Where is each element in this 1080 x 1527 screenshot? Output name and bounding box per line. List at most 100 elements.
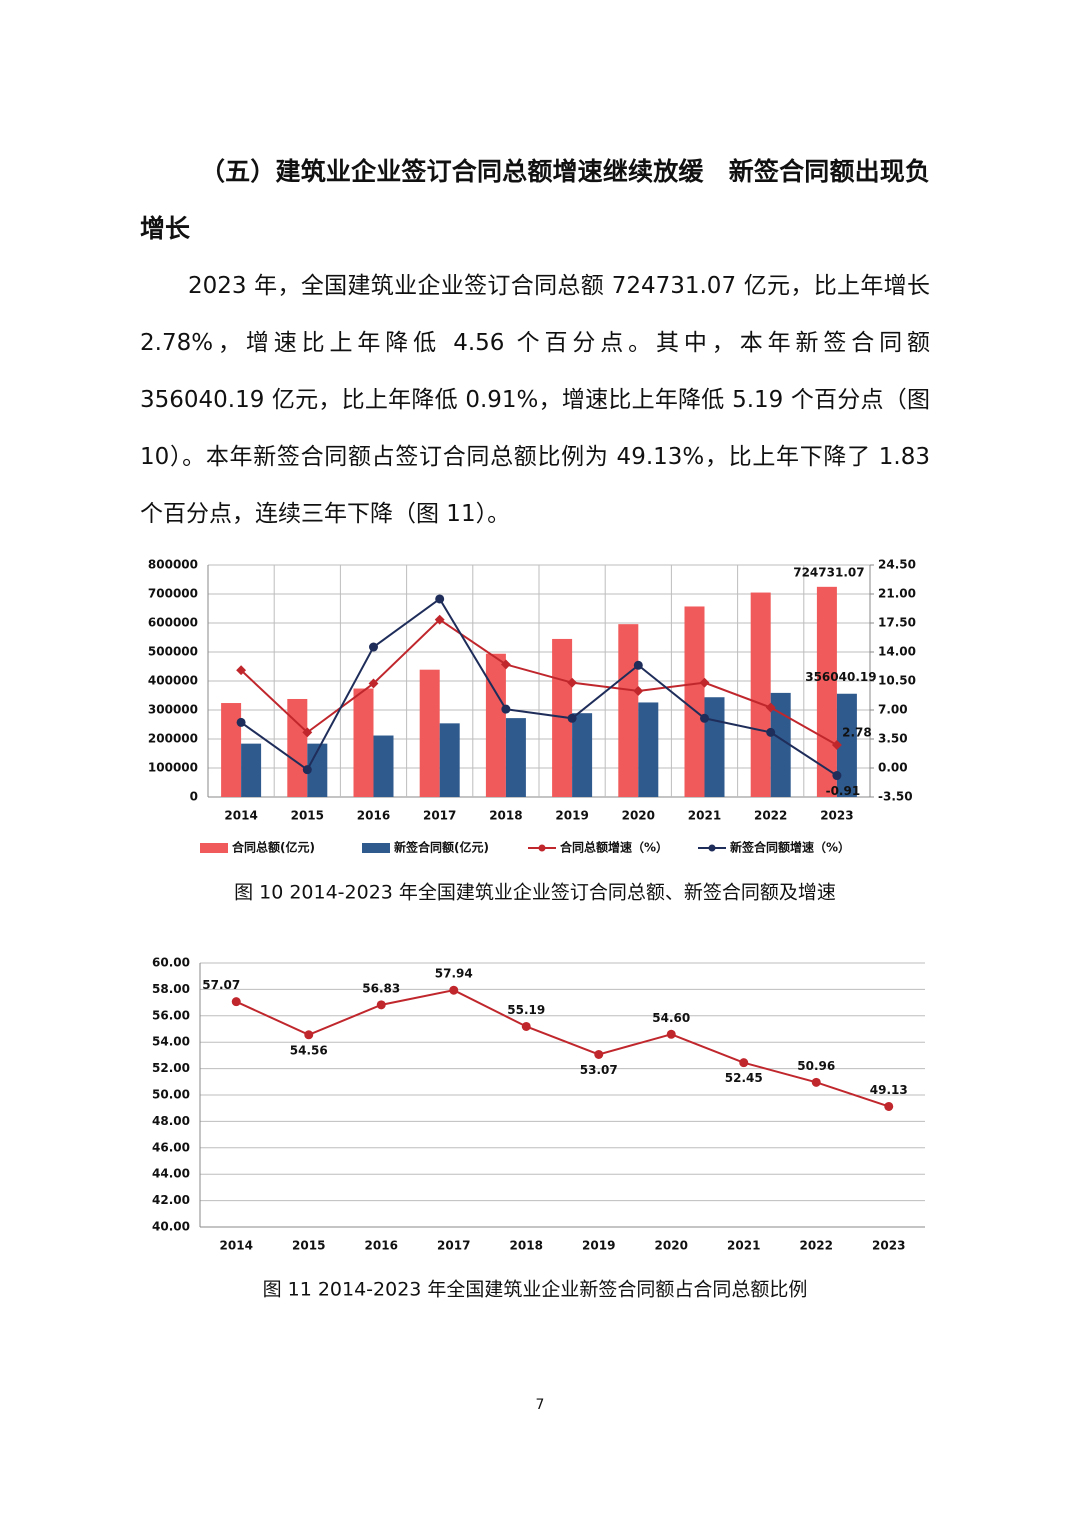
marker xyxy=(811,1077,821,1087)
x-tick-label: 2020 xyxy=(655,1239,688,1253)
y2-tick-label: 3.50 xyxy=(878,732,908,746)
bar xyxy=(373,735,394,797)
y2-tick-label: 24.50 xyxy=(878,558,916,572)
marker xyxy=(304,1030,314,1040)
marker xyxy=(884,1101,894,1111)
data-label: 52.45 xyxy=(725,1071,763,1085)
y-tick-label: 60.00 xyxy=(152,956,190,970)
marker xyxy=(236,717,246,727)
x-tick-label: 2015 xyxy=(292,1239,325,1253)
data-label: 57.07 xyxy=(202,978,240,992)
paragraph: 2023 年，全国建筑业企业签订合同总额 724731.07 亿元，比上年增长 … xyxy=(140,273,930,527)
legend-swatch xyxy=(200,843,228,853)
marker xyxy=(831,740,842,750)
bar xyxy=(816,586,837,797)
marker xyxy=(521,1021,531,1031)
line xyxy=(240,597,838,777)
y-tick-label: 42.00 xyxy=(152,1193,190,1207)
marker xyxy=(369,642,378,652)
marker xyxy=(231,997,241,1007)
x-tick-label: 2016 xyxy=(357,809,390,823)
marker xyxy=(302,765,312,775)
marker xyxy=(739,1058,749,1068)
data-label: -0.91 xyxy=(826,784,861,798)
x-tick-label: 2019 xyxy=(582,1239,615,1253)
x-tick-label: 2018 xyxy=(510,1239,543,1253)
x-tick-label: 2021 xyxy=(727,1239,760,1253)
marker xyxy=(633,685,644,696)
legend-marker xyxy=(538,844,546,852)
marker xyxy=(666,1029,676,1039)
marker xyxy=(567,713,577,723)
x-tick-label: 2019 xyxy=(555,809,588,823)
legend-marker xyxy=(708,844,716,852)
y-tick-label: 54.00 xyxy=(152,1035,190,1049)
y-tick-label: 100000 xyxy=(148,761,198,775)
data-label: 56.83 xyxy=(362,981,400,995)
data-label: 53.07 xyxy=(580,1063,618,1077)
bar xyxy=(241,743,262,797)
x-tick-label: 2017 xyxy=(437,1239,470,1253)
y-tick-label: 48.00 xyxy=(152,1114,190,1128)
y-tick-label: 40.00 xyxy=(152,1220,190,1234)
y-tick-label: 500000 xyxy=(148,645,198,659)
marker xyxy=(501,704,511,714)
legend-label: 新签合同额增速（%） xyxy=(730,840,850,855)
marker xyxy=(699,677,710,688)
data-label: 54.60 xyxy=(652,1011,690,1025)
y2-tick-label: 17.50 xyxy=(878,616,916,630)
bar xyxy=(770,692,791,797)
marker xyxy=(594,1049,604,1059)
y-tick-label: 44.00 xyxy=(152,1167,190,1181)
chart-caption: 图 10 2014-2023 年全国建筑业企业签订合同总额、新签合同额及增速 xyxy=(234,882,836,904)
marker xyxy=(500,659,511,670)
x-tick-label: 2017 xyxy=(423,809,456,823)
bar xyxy=(353,688,374,797)
bar xyxy=(572,713,593,797)
bar xyxy=(750,592,771,797)
marker xyxy=(434,614,445,625)
y2-tick-label: -3.50 xyxy=(878,790,913,804)
marker xyxy=(832,771,842,781)
marker xyxy=(567,677,578,688)
page-number: 7 xyxy=(535,1397,545,1413)
x-tick-label: 2014 xyxy=(224,809,257,823)
y-tick-label: 200000 xyxy=(148,732,198,746)
line xyxy=(235,989,890,1108)
y-tick-label: 56.00 xyxy=(152,1008,190,1022)
marker xyxy=(368,678,379,689)
legend-label: 新签合同额(亿元) xyxy=(394,840,489,855)
y2-tick-label: 0.00 xyxy=(878,761,908,775)
data-label: 49.13 xyxy=(870,1083,908,1097)
x-tick-label: 2022 xyxy=(754,809,787,823)
y2-tick-label: 21.00 xyxy=(878,587,916,601)
y-tick-label: 800000 xyxy=(148,558,198,572)
y-tick-label: 300000 xyxy=(148,703,198,717)
data-label: 57.94 xyxy=(435,967,473,981)
section-heading: （五）建筑业企业签订合同总额增速继续放缓 新签合同额出现负增长 xyxy=(140,157,930,243)
marker xyxy=(302,727,313,738)
bar xyxy=(307,743,328,797)
y-tick-label: 46.00 xyxy=(152,1140,190,1154)
x-tick-label: 2023 xyxy=(820,809,853,823)
marker xyxy=(766,727,776,737)
marker xyxy=(633,660,643,670)
bar xyxy=(704,697,725,797)
x-tick-label: 2021 xyxy=(688,809,721,823)
x-tick-label: 2022 xyxy=(800,1239,833,1253)
y2-tick-label: 14.00 xyxy=(878,645,916,659)
y-tick-label: 50.00 xyxy=(152,1088,190,1102)
x-tick-label: 2023 xyxy=(872,1239,905,1253)
bar xyxy=(505,718,526,797)
data-label: 50.96 xyxy=(797,1059,835,1073)
bar xyxy=(618,624,639,797)
marker xyxy=(700,713,709,723)
bar xyxy=(684,606,705,797)
y2-tick-label: 7.00 xyxy=(878,703,908,717)
y-tick-label: 700000 xyxy=(148,587,198,601)
data-label: 54.56 xyxy=(290,1043,328,1057)
marker xyxy=(435,594,445,604)
y-tick-label: 400000 xyxy=(148,674,198,688)
marker xyxy=(765,702,776,713)
